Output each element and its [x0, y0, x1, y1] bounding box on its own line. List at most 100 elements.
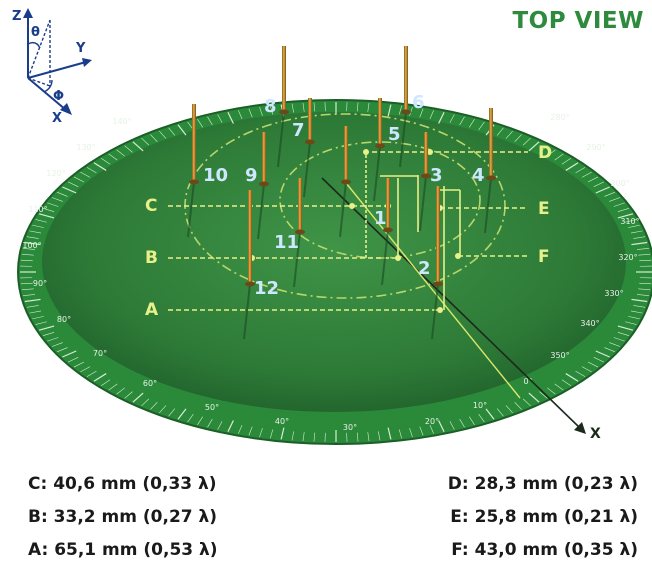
scale-tick [51, 342, 63, 347]
dim-label-f: F [538, 247, 550, 267]
scale-tick [595, 350, 610, 358]
scale-tick [20, 259, 33, 262]
scale-tick [197, 119, 203, 128]
antenna-label-12: 12 [254, 278, 279, 299]
antenna-pin-shadow [431, 283, 439, 340]
legend-f: F: 43,0 mm (0,35 λ) [451, 540, 638, 560]
scale-label: 110° [28, 205, 47, 214]
scale-tick [24, 298, 41, 303]
scale-tick [617, 325, 634, 331]
scale-tick [469, 416, 475, 425]
z-axis-label: Z [12, 9, 21, 24]
antenna-label-8: 8 [264, 96, 277, 117]
scale-label: 280° [550, 113, 569, 122]
scale-tick [24, 241, 41, 246]
dim-label-a: A [145, 300, 159, 320]
scale-label: 120° [46, 169, 65, 178]
scale-tick [47, 202, 59, 207]
scale-tick [409, 428, 413, 438]
scale-tick [177, 124, 187, 136]
scale-tick [38, 325, 55, 331]
scale-tick [356, 432, 359, 442]
antenna-pin-base [189, 179, 199, 185]
scale-label: 130° [76, 143, 95, 152]
scale-tick [29, 310, 42, 314]
scale-tick [32, 316, 44, 320]
scale-label: 340° [580, 319, 599, 328]
scale-tick [496, 408, 504, 417]
antenna-pin [262, 132, 266, 184]
scale-tick [593, 181, 605, 187]
scale-tick [150, 402, 158, 410]
antenna-pin-base [375, 143, 385, 149]
scale-label: 90° [33, 279, 47, 288]
scale-tick [29, 230, 42, 234]
scale-tick [150, 134, 158, 142]
scale-tick [565, 162, 579, 171]
antenna-label-2: 2 [418, 258, 431, 279]
scale-tick [449, 114, 455, 123]
scale-tick [132, 392, 144, 403]
x-axis-icon-label: X [52, 111, 62, 126]
scale-label: 60° [143, 379, 157, 388]
scale-tick [73, 361, 85, 368]
scale-tick [108, 153, 118, 161]
antenna-pin-base [486, 175, 496, 181]
scale-tick [505, 405, 513, 414]
antenna-pin-base [245, 281, 255, 287]
angle-scale-labels: 10°20°30°40°50°60°70°80°90°100°110°120°1… [22, 113, 639, 432]
scale-tick [631, 241, 648, 246]
scale-tick [21, 288, 34, 291]
scale-tick [227, 111, 234, 124]
scale-tick [217, 114, 223, 123]
scale-tick [38, 213, 55, 219]
scale-tick [617, 213, 634, 219]
scale-tick [47, 337, 59, 342]
scale-tick [238, 425, 243, 434]
scale-tick [56, 191, 68, 197]
scale-tick [26, 305, 39, 308]
y-axis-label: Y [75, 41, 86, 56]
scale-tick [398, 429, 402, 439]
coordinate-system-icon [23, 8, 92, 115]
scale-tick [217, 421, 223, 430]
antenna-pin-shadow [187, 181, 195, 238]
x-axis-arrowhead [574, 422, 586, 434]
antenna-pin [298, 178, 302, 232]
dim-label-b: B [145, 248, 158, 268]
scale-tick [604, 347, 616, 353]
scale-tick [23, 248, 35, 250]
antenna-label-1: 1 [374, 208, 387, 229]
scale-tick [141, 137, 150, 146]
scale-tick [116, 149, 126, 157]
scale-tick [581, 366, 592, 373]
scale-tick [238, 110, 243, 119]
scale-tick [80, 366, 91, 373]
scale-tick [20, 282, 33, 285]
scale-tick [313, 432, 316, 442]
scale-tick [259, 106, 263, 116]
scale-tick [575, 167, 586, 174]
scale-tick [522, 137, 531, 146]
antenna-pin-base [279, 109, 289, 115]
scale-tick [207, 116, 213, 126]
antenna-pin-shadow [339, 181, 347, 238]
scale-tick [613, 337, 625, 342]
scale-label: 320° [618, 253, 637, 262]
antenna-pin [192, 104, 196, 182]
scale-tick [51, 197, 63, 202]
scale-tick [478, 413, 485, 423]
scale-label: 50° [205, 403, 219, 412]
theta-label: θ [31, 25, 40, 40]
scale-tick [485, 408, 495, 420]
scale-tick [561, 157, 572, 165]
scale-tick [62, 186, 77, 194]
scale-tick [639, 282, 652, 285]
legend-c: C: 40,6 mm (0,33 λ) [28, 474, 217, 494]
scale-tick [100, 157, 111, 165]
scale-label: 10° [473, 401, 487, 410]
scale-tick [35, 321, 47, 325]
scale-tick [387, 427, 392, 440]
scale-tick [187, 413, 194, 423]
scale-tick [554, 153, 564, 161]
